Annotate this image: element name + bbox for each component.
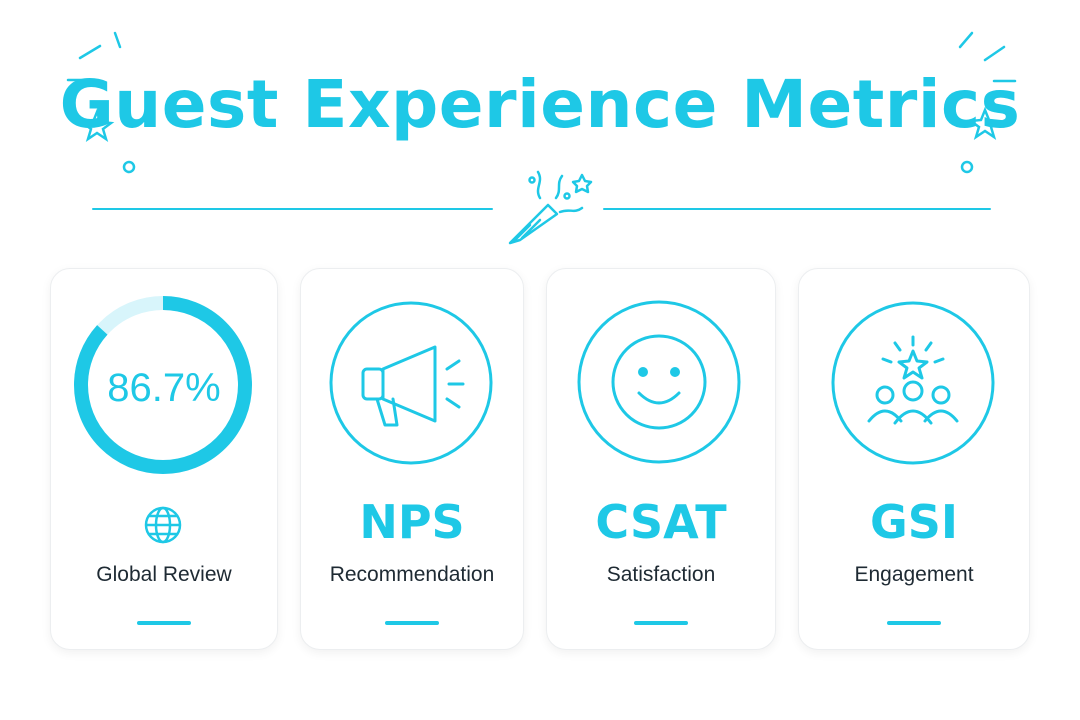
progress-ring [74, 296, 252, 474]
card-underline [634, 621, 688, 625]
card-underline [887, 621, 941, 625]
globe-icon [144, 506, 182, 544]
spark-line-icon [113, 31, 122, 49]
card-abbreviation: CSAT [595, 495, 727, 549]
card-label: Global Review [96, 563, 232, 586]
card-underline [137, 621, 191, 625]
spark-line-icon [983, 45, 1006, 62]
star-icon [79, 108, 115, 142]
card-label: Satisfaction [606, 563, 716, 586]
dot-icon [122, 160, 136, 174]
metric-card-csat: CSAT Satisfaction [546, 268, 776, 650]
star-icon [967, 106, 1003, 140]
card-label: Engagement [854, 563, 974, 586]
megaphone-icon [329, 301, 493, 465]
page-title: Guest Experience Metrics [59, 66, 1021, 143]
metric-card-gsi: GSI Engagement [798, 268, 1030, 650]
spark-line-icon [78, 44, 102, 60]
card-abbreviation: NPS [359, 495, 465, 549]
card-label: Recommendation [329, 563, 495, 586]
global-review-value: 86.7% [107, 366, 221, 410]
people-star-icon [831, 301, 995, 465]
metric-card-nps: NPS Recommendation [300, 268, 524, 650]
metric-card-global-review: 86.7% Global Review [50, 268, 278, 650]
card-underline [385, 621, 439, 625]
spark-line-icon [958, 31, 974, 49]
progress-ring-fill [74, 296, 252, 474]
smiley-face-icon [577, 300, 741, 464]
party-popper-icon [508, 170, 593, 245]
card-abbreviation: GSI [869, 495, 958, 549]
dot-icon [960, 160, 974, 174]
